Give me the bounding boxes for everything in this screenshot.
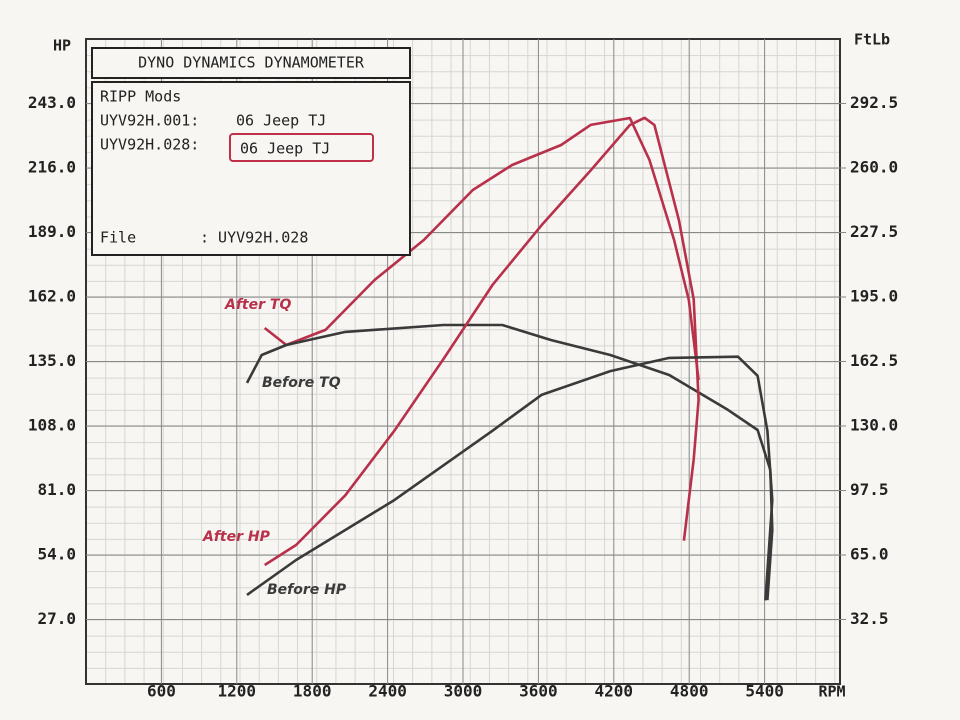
run-vehicle: 06 Jeep TJ <box>236 112 326 130</box>
series-line <box>246 355 774 601</box>
x-tick-label: 600 <box>147 682 176 701</box>
x-tick-label: 2400 <box>368 682 407 701</box>
series-label: After HP <box>202 529 271 545</box>
y-tick-label: 216.0 <box>28 158 76 177</box>
y-tick-label: 162.0 <box>28 287 76 306</box>
x-tick-label: 1200 <box>218 682 257 701</box>
run-file: UYV92H.001: <box>100 112 199 130</box>
y2-tick-label: 292.5 <box>850 93 898 112</box>
y2-tick-label: 130.0 <box>850 416 898 435</box>
y-tick-label: 27.0 <box>37 609 76 628</box>
run-box <box>91 81 411 256</box>
file-value: : UYV92H.028 <box>200 229 308 247</box>
x-tick-label: 3000 <box>444 682 483 701</box>
series-label: Before HP <box>267 582 347 598</box>
run-file: UYV92H.028: <box>100 136 199 154</box>
series-label: After TQ <box>224 297 291 313</box>
y2-tick-label: 227.5 <box>850 222 898 241</box>
y-tick-label: 243.0 <box>28 93 76 112</box>
y-tick-label: 189.0 <box>28 222 76 241</box>
y2-tick-label: 32.5 <box>850 609 889 628</box>
x-tick-label: 4200 <box>595 682 634 701</box>
y2-tick-label: 97.5 <box>850 480 889 499</box>
series-line <box>245 323 774 601</box>
series-label: Before TQ <box>262 375 341 391</box>
info-box: DYNO DYNAMICS DYNAMOMETER RIPP Mods UYV9… <box>91 47 411 256</box>
y2-tick-label: 195.0 <box>850 287 898 306</box>
y-tick-label: 135.0 <box>28 351 76 370</box>
run-vehicle: 06 Jeep TJ <box>240 140 330 158</box>
chart-title: DYNO DYNAMICS DYNAMOMETER <box>138 54 365 72</box>
title-box <box>91 47 411 79</box>
x-tick-label: 3600 <box>519 682 558 701</box>
y2-axis-label: FtLb <box>854 31 890 49</box>
y-axis-label: HP <box>53 37 71 55</box>
file-label: File <box>100 229 136 247</box>
highlight-circle <box>229 133 374 162</box>
series-line <box>263 116 700 381</box>
y-tick-label: 108.0 <box>28 416 76 435</box>
y2-tick-label: 162.5 <box>850 351 898 370</box>
x-tick-label: 1800 <box>293 682 332 701</box>
y-tick-label: 54.0 <box>37 545 76 564</box>
y2-tick-label: 260.0 <box>850 158 898 177</box>
x-tick-label: 5400 <box>745 682 784 701</box>
series-line <box>264 116 700 567</box>
y2-tick-label: 65.0 <box>850 545 889 564</box>
y-tick-label: 81.0 <box>37 480 76 499</box>
x-axis-label: RPM <box>818 683 845 701</box>
info-header: RIPP Mods <box>100 88 181 106</box>
x-tick-label: 4800 <box>670 682 709 701</box>
